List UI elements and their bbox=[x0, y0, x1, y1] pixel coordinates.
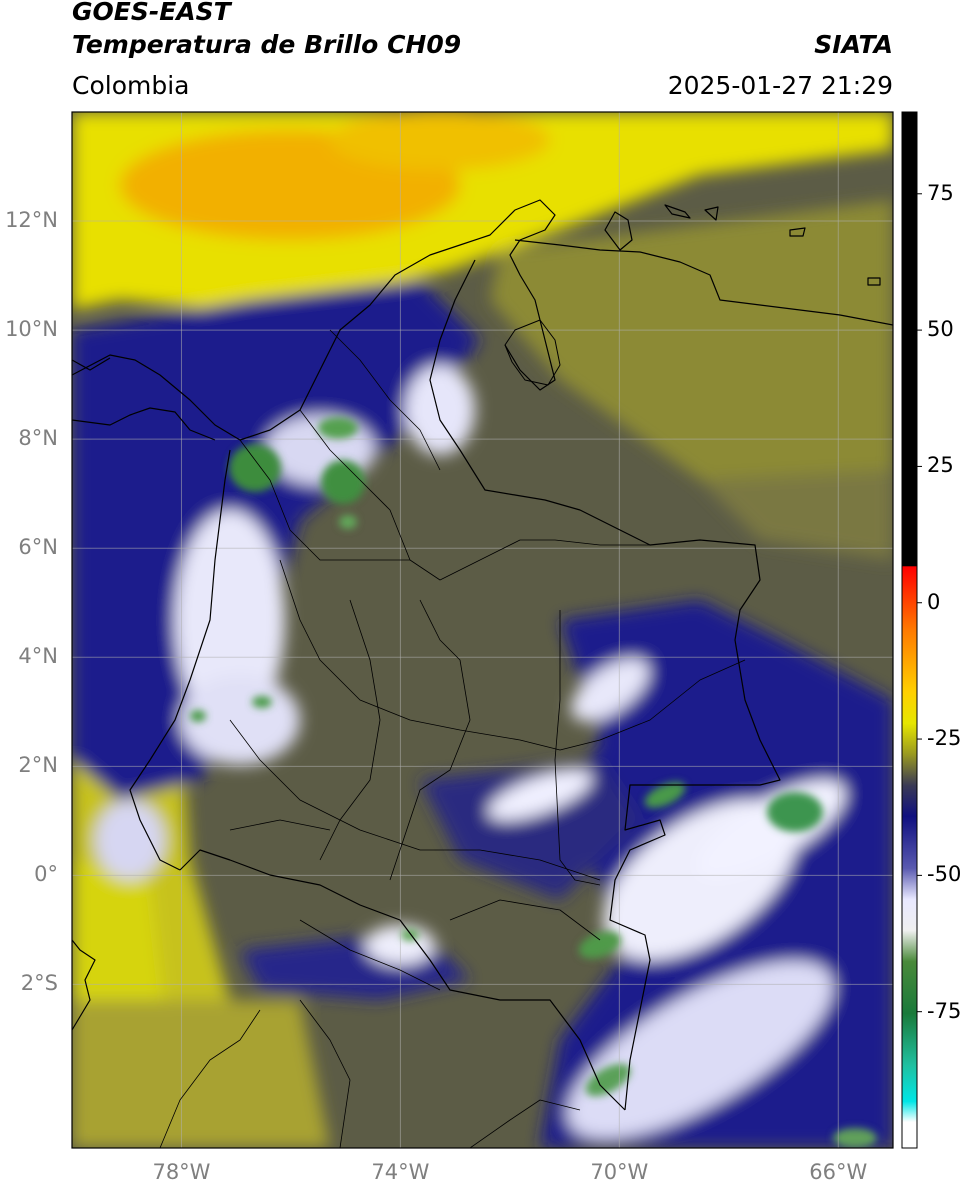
lon-tick-label: 78°W bbox=[152, 1160, 211, 1184]
coastlines-borders bbox=[72, 199, 893, 1148]
lat-tick-label: 10°N bbox=[5, 317, 58, 342]
lat-tick-label: 2°N bbox=[18, 753, 58, 778]
colorbar-ticks bbox=[917, 193, 922, 1013]
lon-tick-label: 74°W bbox=[371, 1160, 430, 1184]
lat-tick-label: 6°N bbox=[18, 535, 58, 560]
colorbar-tick-label: 0 bbox=[927, 589, 941, 614]
colorbar-tick-label: -75 bbox=[927, 998, 962, 1023]
lat-tick-label: 4°N bbox=[18, 644, 58, 669]
colorbar-tick-label: 75 bbox=[927, 180, 954, 205]
lon-tick-label: 66°W bbox=[809, 1160, 868, 1184]
map-frame bbox=[71, 111, 894, 1149]
colorbar-frame bbox=[901, 111, 918, 1149]
lon-tick-label: 70°W bbox=[590, 1160, 649, 1184]
colorbar-gradient bbox=[902, 112, 917, 1148]
region-label: Colombia bbox=[72, 71, 190, 100]
colorbar-tick-label: -25 bbox=[927, 726, 962, 751]
lat-tick-label: 12°N bbox=[5, 208, 58, 233]
satellite-title: GOES-EAST bbox=[72, 0, 231, 26]
lat-tick-label: 2°S bbox=[20, 971, 58, 996]
colorbar bbox=[901, 111, 922, 1149]
colorbar-tick-label: 25 bbox=[927, 453, 954, 478]
lat-tick-label: 0° bbox=[34, 862, 58, 887]
brightness-temperature-field bbox=[72, 112, 893, 1148]
source-label: SIATA bbox=[814, 30, 893, 59]
map-gridlines bbox=[72, 112, 893, 1148]
lat-tick-label: 8°N bbox=[18, 426, 58, 451]
datetime-label: 2025-01-27 21:29 bbox=[667, 71, 893, 100]
colorbar-tick-label: 50 bbox=[927, 317, 954, 342]
product-title: Temperatura de Brillo CH09 bbox=[72, 30, 462, 59]
colorbar-tick-label: -50 bbox=[927, 862, 962, 887]
